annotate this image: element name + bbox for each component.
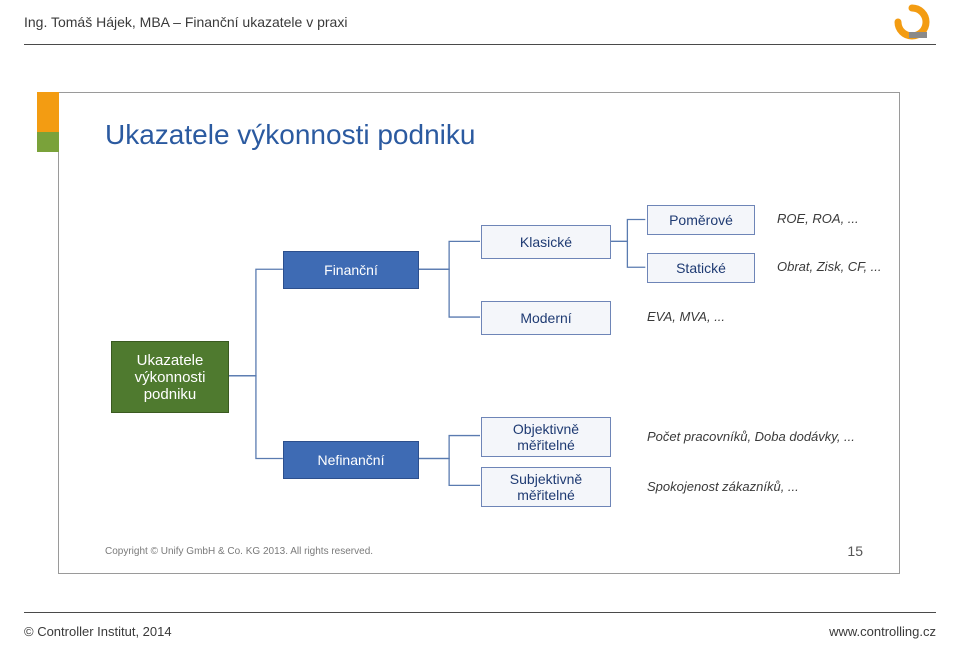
node-label-line: Statické <box>676 260 726 276</box>
header-rule <box>24 44 936 45</box>
node-label-line: Ukazatele <box>137 352 204 369</box>
node-label-line: Objektivně <box>513 421 579 437</box>
note-obj: Počet pracovníků, Doba dodávky, ... <box>647 429 855 444</box>
note-mod: EVA, MVA, ... <box>647 309 725 324</box>
node-obj: Objektivněměřitelné <box>481 417 611 457</box>
page-footer: © Controller Institut, 2014 www.controll… <box>0 613 960 649</box>
edge <box>609 241 645 267</box>
edge <box>229 376 283 459</box>
accent-orange <box>37 92 59 132</box>
slide-copyright: Copyright © Unify GmbH & Co. KG 2013. Al… <box>105 546 373 557</box>
accent-green <box>37 132 59 152</box>
diagram-canvas: Ukazatelevýkonnostipodniku Finanční Nefina… <box>59 93 899 573</box>
edge <box>229 269 283 376</box>
node-label-line: výkonnosti <box>135 369 206 386</box>
brand-logo <box>894 4 930 40</box>
node-stat: Statické <box>647 253 755 283</box>
slide-accent-tab <box>37 92 59 152</box>
node-label-line: Nefinanční <box>318 452 385 468</box>
edge-layer <box>59 93 899 573</box>
note-pom: ROE, ROA, ... <box>777 211 859 226</box>
edge <box>418 241 480 269</box>
node-label-line: měřitelné <box>517 437 575 453</box>
edge <box>609 219 645 241</box>
note-subj: Spokojenost zákazníků, ... <box>647 479 799 494</box>
node-label-line: Poměrové <box>669 212 733 228</box>
node-klas: Klasické <box>481 225 611 259</box>
node-subj: Subjektivněměřitelné <box>481 467 611 507</box>
node-pom: Poměrové <box>647 205 755 235</box>
footer-left: © Controller Institut, 2014 <box>24 624 172 639</box>
node-label-line: měřitelné <box>517 487 575 503</box>
node-label-line: Moderní <box>520 310 571 326</box>
note-stat: Obrat, Zisk, CF, ... <box>777 259 882 274</box>
node-label-line: Klasické <box>520 234 572 250</box>
slide-page-number: 15 <box>847 543 863 559</box>
node-root: Ukazatelevýkonnostipodniku <box>111 341 229 413</box>
slide-frame: Ukazatele výkonnosti podniku Ukazatelevý… <box>58 92 900 574</box>
page-header: Ing. Tomáš Hájek, MBA – Finanční ukazate… <box>0 0 960 44</box>
node-label-line: Finanční <box>324 262 378 278</box>
node-finance: Finanční <box>283 251 419 289</box>
footer-right: www.controlling.cz <box>829 624 936 639</box>
page: Ing. Tomáš Hájek, MBA – Finanční ukazate… <box>0 0 960 649</box>
node-nonfin: Nefinanční <box>283 441 419 479</box>
header-title: Ing. Tomáš Hájek, MBA – Finanční ukazate… <box>24 14 347 30</box>
edge <box>418 458 480 485</box>
edge <box>418 436 480 459</box>
edge <box>418 269 480 317</box>
node-label-line: Subjektivně <box>510 471 582 487</box>
node-label-line: podniku <box>144 386 197 403</box>
node-mod: Moderní <box>481 301 611 335</box>
